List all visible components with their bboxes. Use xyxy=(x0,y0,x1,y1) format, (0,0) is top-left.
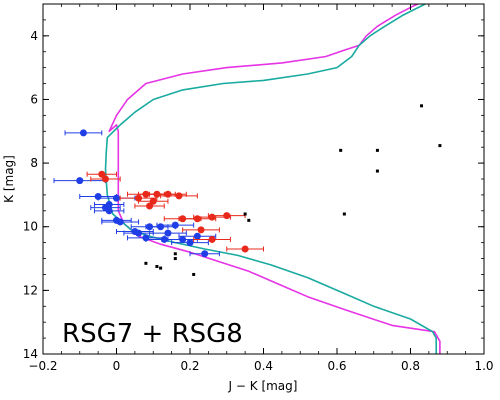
marker-circle xyxy=(171,221,179,229)
data-point xyxy=(101,216,132,224)
data-point xyxy=(243,212,247,216)
marker-circle xyxy=(193,232,201,240)
data-point xyxy=(90,175,121,183)
marker-square xyxy=(173,257,177,261)
marker-square xyxy=(247,218,251,222)
marker-circle xyxy=(208,213,216,221)
data-point xyxy=(438,144,442,148)
y-tick-label: 8 xyxy=(30,156,38,170)
x-tick-label: 1.0 xyxy=(474,359,493,373)
data-point xyxy=(192,272,196,276)
marker-circle xyxy=(98,170,106,178)
marker-square xyxy=(144,261,148,265)
data-point xyxy=(178,232,217,240)
marker-circle xyxy=(101,204,109,212)
isochrone-line-0 xyxy=(108,4,441,354)
data-point xyxy=(90,204,121,212)
marker-square xyxy=(192,272,196,276)
y-tick-label: 4 xyxy=(30,29,38,43)
marker-circle xyxy=(197,226,205,234)
marker-circle xyxy=(157,223,165,231)
x-tick-label: 0.2 xyxy=(180,359,199,373)
data-point xyxy=(64,129,103,137)
marker-square xyxy=(342,212,346,216)
marker-square xyxy=(420,104,424,108)
marker-circle xyxy=(149,197,157,205)
marker-circle xyxy=(79,129,87,137)
marker-square xyxy=(243,212,247,216)
marker-square xyxy=(155,265,159,268)
y-tick-label: 12 xyxy=(23,283,38,297)
x-tick-label: 0.8 xyxy=(401,359,420,373)
isochrone-curves xyxy=(104,4,441,354)
data-points xyxy=(53,104,442,276)
data-point xyxy=(101,218,140,226)
marker-circle xyxy=(135,194,143,202)
x-tick-label: −0.2 xyxy=(28,359,57,373)
marker-circle xyxy=(223,212,231,220)
data-point xyxy=(342,212,346,216)
marker-circle xyxy=(113,194,120,202)
data-point xyxy=(134,202,165,210)
data-point xyxy=(123,229,154,237)
marker-circle xyxy=(175,192,183,200)
data-point xyxy=(375,169,379,173)
marker-circle xyxy=(76,177,84,185)
y-tick-label: 6 xyxy=(30,92,38,106)
data-point xyxy=(149,229,187,237)
data-point xyxy=(247,218,251,222)
data-point xyxy=(173,257,177,261)
marker-square xyxy=(375,148,379,152)
data-point xyxy=(156,221,195,229)
marker-square xyxy=(438,144,442,148)
y-axis-ticks: 4 6 8 10 12 14 xyxy=(23,19,484,361)
marker-circle xyxy=(164,229,172,237)
data-point xyxy=(160,192,198,200)
marker-circle xyxy=(193,215,201,223)
data-point xyxy=(193,235,231,243)
isochrone-line-1 xyxy=(104,4,437,354)
panel-label: RSG7 + RSG8 xyxy=(62,319,243,349)
data-point xyxy=(86,170,117,178)
data-point xyxy=(159,266,163,270)
data-point xyxy=(207,212,246,220)
marker-circle xyxy=(164,190,172,198)
data-point xyxy=(182,226,220,234)
data-point xyxy=(171,239,209,247)
marker-circle xyxy=(241,245,249,253)
x-tick-label: 0 xyxy=(113,359,121,373)
marker-circle xyxy=(116,218,124,226)
marker-square xyxy=(173,252,177,256)
marker-square xyxy=(339,148,343,152)
data-point xyxy=(375,148,379,152)
x-axis-ticks: −0.2 0 0.2 0.4 0.6 0.8 1.0 xyxy=(28,4,494,373)
data-point xyxy=(189,250,220,258)
y-tick-label: 14 xyxy=(23,347,38,361)
data-point xyxy=(53,177,106,185)
marker-square xyxy=(159,266,163,270)
x-tick-label: 0.6 xyxy=(327,359,346,373)
marker-square xyxy=(375,169,379,173)
data-point xyxy=(226,245,264,253)
marker-circle xyxy=(208,235,216,243)
marker-circle xyxy=(201,250,209,258)
marker-circle xyxy=(186,239,194,247)
x-tick-label: 0.4 xyxy=(254,359,273,373)
data-point xyxy=(155,265,159,268)
marker-circle xyxy=(160,235,168,243)
y-axis-label: K [mag] xyxy=(2,155,16,203)
data-point xyxy=(145,235,184,243)
marker-circle xyxy=(146,202,154,210)
y-tick-label: 10 xyxy=(23,220,38,234)
data-point xyxy=(339,148,343,152)
data-point xyxy=(173,252,177,256)
marker-circle xyxy=(101,175,109,183)
data-point xyxy=(93,200,125,208)
marker-circle xyxy=(135,229,143,237)
data-point xyxy=(138,197,169,205)
x-axis-label: J − K [mag] xyxy=(228,379,298,393)
data-point xyxy=(144,261,148,265)
data-point xyxy=(420,104,424,108)
